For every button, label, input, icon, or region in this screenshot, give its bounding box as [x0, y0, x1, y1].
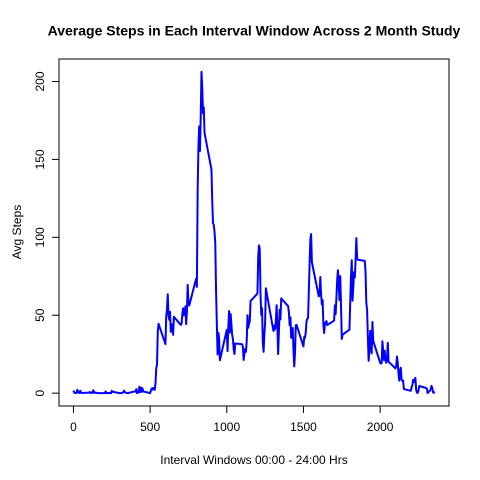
x-tick-label: 1500	[290, 420, 317, 434]
x-tick-label: 500	[140, 420, 160, 434]
plot-frame	[58, 58, 450, 407]
y-tick-label: 150	[33, 149, 47, 169]
x-axis-label: Interval Windows 00:00 - 24:00 Hrs	[160, 453, 347, 467]
y-tick-label: 200	[33, 71, 47, 91]
data-line	[72, 70, 436, 395]
x-tick-label: 1000	[213, 420, 240, 434]
x-tick-label: 0	[70, 420, 77, 434]
y-tick-label: 100	[33, 227, 47, 247]
y-tick-label: 0	[33, 389, 47, 396]
y-axis-label: Avg Steps	[10, 205, 24, 259]
chart-title: Average Steps in Each Interval Window Ac…	[48, 23, 461, 39]
y-tick-label: 50	[33, 308, 47, 322]
x-tick-label: 2000	[367, 420, 394, 434]
